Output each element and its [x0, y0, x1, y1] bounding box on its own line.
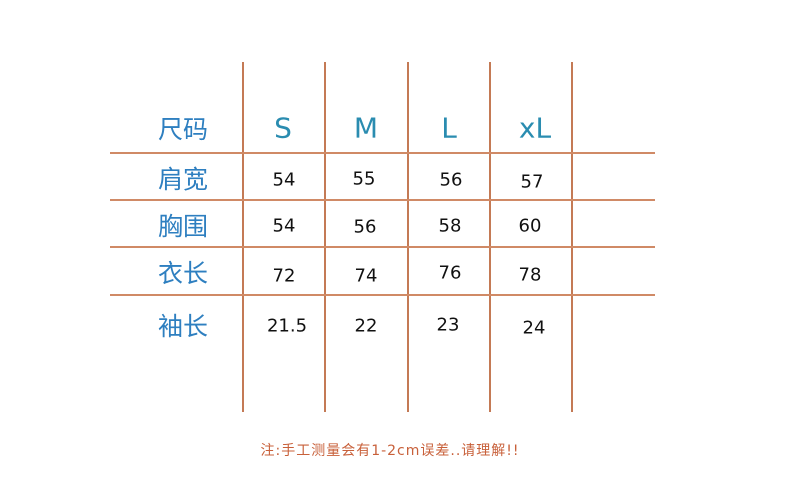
- cell-value: 21.5: [266, 315, 308, 337]
- cell-value: 72: [272, 265, 296, 287]
- cell-value: 74: [354, 265, 378, 287]
- grid-line-horizontal: [110, 152, 655, 154]
- header-label: 尺码: [157, 115, 209, 144]
- cell-value: 57: [520, 171, 544, 193]
- cell-value: 78: [518, 264, 542, 286]
- size-header-l: L: [441, 111, 457, 145]
- cell-value: 58: [438, 215, 462, 237]
- cell-value: 23: [436, 314, 460, 336]
- grid-line-vertical: [407, 62, 409, 412]
- size-header-s: S: [274, 111, 292, 145]
- grid-line-vertical: [571, 62, 573, 412]
- measurement-note: 注:手工测量会有1-2cm误差..请理解!!: [260, 443, 520, 459]
- cell-value: 24: [522, 317, 546, 339]
- size-header-m: M: [353, 111, 379, 145]
- grid-line-horizontal: [110, 294, 655, 296]
- grid-line-horizontal: [110, 246, 655, 248]
- grid-line-vertical: [324, 62, 326, 412]
- grid-line-vertical: [489, 62, 491, 412]
- cell-value: 54: [272, 169, 296, 191]
- row-label: 肩宽: [157, 165, 209, 194]
- row-label: 胸围: [157, 212, 209, 241]
- cell-value: 56: [439, 169, 463, 191]
- row-label: 袖长: [157, 312, 209, 341]
- cell-value: 76: [438, 262, 462, 284]
- cell-value: 55: [352, 168, 376, 190]
- grid-line-horizontal: [110, 199, 655, 201]
- row-label: 衣长: [157, 259, 209, 288]
- cell-value: 22: [354, 315, 378, 337]
- cell-value: 56: [353, 216, 377, 238]
- grid-line-vertical: [242, 62, 244, 412]
- size-header-xl: xL: [518, 111, 552, 145]
- cell-value: 54: [272, 215, 296, 237]
- cell-value: 60: [518, 215, 542, 237]
